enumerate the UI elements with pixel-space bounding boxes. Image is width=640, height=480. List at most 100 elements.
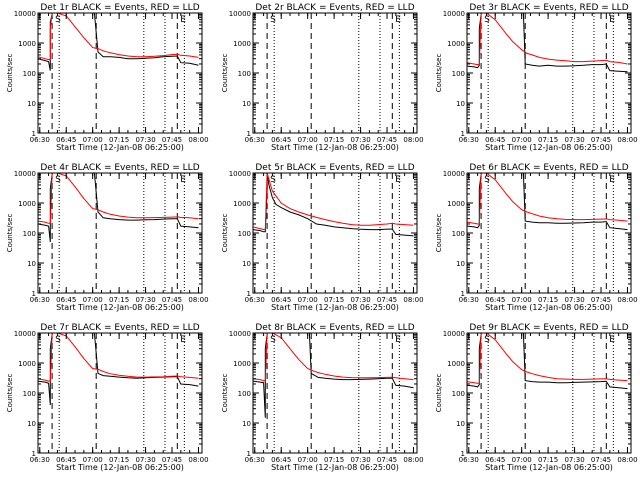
x-tick-label: 07:30 xyxy=(564,456,584,464)
y-tick-label: 10000 xyxy=(443,170,465,178)
y-tick-label: 100 xyxy=(23,230,36,238)
x-tick-label: 07:45 xyxy=(162,136,182,144)
x-tick-label: 07:00 xyxy=(512,136,532,144)
panel-title: Det 2r BLACK = Events, RED = LLD xyxy=(255,3,414,13)
y-axis-label: Counts/sec xyxy=(435,54,443,93)
x-tick-label: 08:00 xyxy=(188,456,208,464)
x-tick-label: 07:15 xyxy=(538,136,558,144)
annotation-start: S xyxy=(270,175,276,185)
y-tick-label: 100 xyxy=(452,70,465,78)
lld-series-line xyxy=(467,173,628,225)
y-tick-label: 10000 xyxy=(229,330,251,338)
x-tick-label: 08:00 xyxy=(617,136,637,144)
lld-series-line xyxy=(38,13,199,61)
y-tick-label: 10000 xyxy=(14,170,36,178)
y-tick-label: 10000 xyxy=(229,170,251,178)
panel-title: Det 5r BLACK = Events, RED = LLD xyxy=(255,163,414,173)
x-axis-label: Start Time (12-Jan-08 06:25:00) xyxy=(56,143,184,152)
y-tick-label: 1 xyxy=(247,450,251,458)
x-tick-label: 06:30 xyxy=(459,296,479,304)
detector-panel-5: Det 5r BLACK = Events, RED = LLD S E 1 10 100… xyxy=(221,163,424,312)
x-tick-label: 07:00 xyxy=(83,456,103,464)
y-axis-label: Counts/sec xyxy=(6,374,14,413)
x-tick-label: 07:45 xyxy=(591,136,611,144)
y-tick-label: 1 xyxy=(247,290,251,298)
x-tick-label: 07:00 xyxy=(298,456,318,464)
x-tick-label: 08:00 xyxy=(403,136,423,144)
y-axis-label: Counts/sec xyxy=(221,54,229,93)
x-axis-label: Start Time (12-Jan-08 06:25:00) xyxy=(56,463,184,472)
lld-series-line xyxy=(467,333,628,384)
detector-panel-3: Det 3r BLACK = Events, RED = LLD S E 1 10 100… xyxy=(435,3,638,152)
lld-series-line xyxy=(38,333,199,382)
lld-series-line xyxy=(38,173,199,224)
x-tick-label: 06:30 xyxy=(459,136,479,144)
events-series-line xyxy=(38,13,199,71)
y-tick-label: 1000 xyxy=(233,360,251,368)
x-tick-label: 07:15 xyxy=(538,456,558,464)
y-tick-label: 1000 xyxy=(18,40,36,48)
y-tick-label: 100 xyxy=(23,70,36,78)
x-tick-label: 06:45 xyxy=(271,456,291,464)
x-tick-label: 06:45 xyxy=(485,296,505,304)
x-axis-label: Start Time (12-Jan-08 06:25:00) xyxy=(485,143,613,152)
x-tick-label: 07:45 xyxy=(591,296,611,304)
panel-title: Det 6r BLACK = Events, RED = LLD xyxy=(469,163,628,173)
x-tick-label: 07:15 xyxy=(324,136,344,144)
detector-panel-1: Det 1r BLACK = Events, RED = LLD S E 1 10 100… xyxy=(6,3,209,152)
x-tick-label: 07:00 xyxy=(83,136,103,144)
x-tick-label: 08:00 xyxy=(403,456,423,464)
y-tick-label: 100 xyxy=(452,230,465,238)
y-tick-label: 1 xyxy=(32,450,36,458)
y-tick-label: 1000 xyxy=(233,40,251,48)
detector-panel-7: Det 7r BLACK = Events, RED = LLD S E 1 10 100… xyxy=(6,323,209,472)
annotation-end: E xyxy=(609,175,615,185)
events-series-line xyxy=(38,333,199,405)
x-tick-label: 06:45 xyxy=(56,456,76,464)
y-tick-label: 10 xyxy=(27,420,36,428)
annotation-start: S xyxy=(484,175,490,185)
annotation-start: S xyxy=(270,335,276,345)
y-axis-label: Counts/sec xyxy=(221,374,229,413)
x-tick-label: 07:15 xyxy=(109,296,129,304)
y-axis-label: Counts/sec xyxy=(6,214,14,253)
y-tick-label: 1 xyxy=(461,130,465,138)
annotation-end: E xyxy=(395,335,401,345)
events-series-line xyxy=(38,173,199,243)
annotation-start: S xyxy=(484,15,490,25)
x-tick-label: 07:45 xyxy=(377,296,397,304)
y-tick-label: 10 xyxy=(242,420,251,428)
y-tick-label: 10 xyxy=(456,420,465,428)
x-tick-label: 07:15 xyxy=(109,136,129,144)
annotation-end: E xyxy=(395,15,401,25)
x-tick-label: 07:00 xyxy=(298,136,318,144)
y-tick-label: 10 xyxy=(242,100,251,108)
annotation-start: S xyxy=(55,335,61,345)
x-tick-label: 07:15 xyxy=(538,296,558,304)
x-tick-label: 07:30 xyxy=(135,456,155,464)
x-tick-label: 07:30 xyxy=(350,296,370,304)
x-tick-label: 07:00 xyxy=(83,296,103,304)
detector-panel-8: Det 8r BLACK = Events, RED = LLD S E 1 10 100… xyxy=(221,323,424,472)
x-tick-label: 06:30 xyxy=(30,296,50,304)
x-tick-label: 06:45 xyxy=(56,296,76,304)
y-tick-label: 100 xyxy=(452,390,465,398)
y-tick-label: 100 xyxy=(23,390,36,398)
x-tick-label: 07:45 xyxy=(377,456,397,464)
detector-panel-6: Det 6r BLACK = Events, RED = LLD S E 1 10 100… xyxy=(435,163,638,312)
y-tick-label: 1000 xyxy=(447,200,465,208)
x-tick-label: 06:45 xyxy=(485,136,505,144)
panel-title: Det 8r BLACK = Events, RED = LLD xyxy=(255,323,414,333)
y-tick-label: 1000 xyxy=(447,40,465,48)
y-tick-label: 1 xyxy=(247,130,251,138)
y-tick-label: 1 xyxy=(461,290,465,298)
x-tick-label: 08:00 xyxy=(188,136,208,144)
y-tick-label: 1000 xyxy=(447,360,465,368)
x-tick-label: 07:30 xyxy=(350,136,370,144)
y-tick-label: 1000 xyxy=(18,200,36,208)
lld-series-line xyxy=(467,13,628,66)
lld-series-line xyxy=(253,173,414,231)
panel-title: Det 1r BLACK = Events, RED = LLD xyxy=(40,3,199,13)
y-tick-label: 10000 xyxy=(14,330,36,338)
